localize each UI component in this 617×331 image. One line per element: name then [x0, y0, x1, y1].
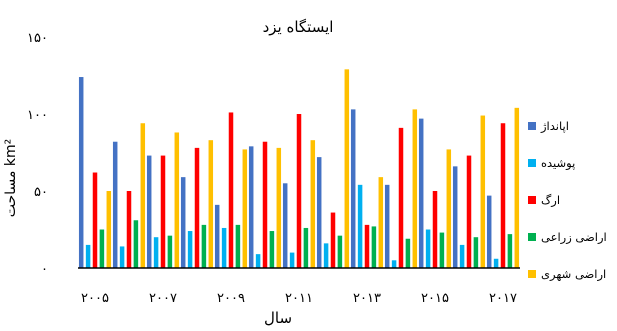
bar: [112, 141, 118, 268]
bar: [187, 231, 193, 268]
y-tick-label: ۱۵۰: [27, 31, 48, 46]
bar: [466, 155, 472, 268]
bar: [153, 237, 159, 268]
bar: [269, 231, 275, 268]
bars: [78, 69, 520, 269]
bar: [350, 109, 356, 268]
x-tick-label: ۲۰۰۷: [149, 291, 177, 306]
bar: [398, 127, 404, 268]
y-tick-label: ۰: [41, 262, 48, 277]
bar: [276, 147, 282, 268]
bar: [439, 232, 445, 268]
bar: [425, 229, 431, 268]
legend: اپانداژ پوشیده ارگ اراضی زراعی اراضی شهر…: [525, 117, 615, 302]
bar: [316, 157, 322, 268]
legend-item: اراضی شهری: [525, 265, 615, 283]
bar: [201, 224, 207, 268]
bar: [337, 235, 343, 268]
x-tick-label: ۲۰۰۹: [217, 291, 245, 306]
legend-item: اراضی زراعی: [525, 228, 615, 246]
bar: [500, 123, 506, 269]
bar: [133, 220, 139, 268]
bar: [167, 235, 173, 268]
bar: [289, 252, 295, 268]
legend-swatch: [528, 159, 536, 167]
bar: [344, 69, 350, 268]
bar: [160, 155, 166, 268]
bar: [378, 177, 384, 268]
bar: [255, 254, 261, 268]
bar: [208, 140, 214, 268]
bar: [140, 123, 146, 269]
y-axis-ticks: ۰ ۵۰ ۱۰۰ ۱۵۰: [27, 31, 48, 277]
bar: [214, 204, 220, 268]
bar: [146, 155, 152, 268]
bar: [493, 258, 499, 268]
bar: [418, 118, 424, 269]
bar: [486, 195, 492, 268]
y-axis-title: مساحت km²: [3, 139, 19, 217]
bar: [174, 132, 180, 268]
legend-swatch: [528, 270, 536, 278]
legend-label: اراضی زراعی: [541, 230, 607, 244]
bar: [473, 237, 479, 268]
bar: [194, 147, 200, 268]
legend-swatch: [528, 233, 536, 241]
bar: [242, 149, 248, 268]
bar: [371, 226, 377, 268]
y-tick-label: ۱۰۰: [27, 108, 48, 123]
bar: [452, 166, 458, 268]
bar: [119, 246, 125, 268]
bar: [85, 244, 91, 268]
bar: [364, 224, 370, 268]
bar: [480, 115, 486, 268]
legend-swatch: [528, 122, 536, 130]
bar: [310, 140, 316, 268]
bar: [412, 109, 418, 268]
legend-item: ارگ: [525, 191, 615, 209]
x-axis-title: سال: [264, 309, 292, 327]
bar: [296, 114, 302, 268]
bar: [262, 141, 268, 268]
x-tick-label: ۲۰۱۷: [489, 291, 517, 306]
legend-label: اراضی شهری: [541, 267, 607, 281]
bar: [92, 172, 98, 268]
bar: [221, 227, 227, 268]
legend-item: پوشیده: [525, 154, 615, 172]
bar: [248, 146, 254, 268]
x-tick-label: ۲۰۰۵: [81, 291, 109, 306]
y-tick-label: ۵۰: [34, 185, 48, 200]
bar: [514, 107, 520, 268]
bar: [78, 77, 84, 268]
legend-label: پوشیده: [541, 156, 576, 170]
bar: [459, 244, 465, 268]
bar: [391, 260, 397, 268]
bar: [330, 212, 336, 268]
x-tick-label: ۲۰۱۳: [353, 291, 381, 306]
bar: [228, 112, 234, 269]
bar: [235, 224, 241, 268]
chart-title: ایستگاه یزد: [263, 18, 334, 36]
bar: [180, 177, 186, 268]
x-tick-label: ۲۰۱۱: [285, 291, 313, 306]
bar: [432, 191, 438, 268]
bar: [126, 191, 132, 268]
legend-label: ارگ: [541, 193, 561, 207]
legend-item: اپانداژ: [525, 117, 615, 135]
bar: [99, 229, 105, 268]
bar: [507, 234, 513, 268]
bar: [405, 238, 411, 268]
bar: [282, 183, 288, 268]
x-axis-ticks: ۲۰۰۵ ۲۰۰۷ ۲۰۰۹ ۲۰۱۱ ۲۰۱۳ ۲۰۱۵ ۲۰۱۷: [81, 291, 517, 306]
bar: [384, 184, 390, 268]
bar: [323, 243, 329, 268]
bar: [357, 184, 363, 268]
x-tick-label: ۲۰۱۵: [421, 291, 449, 306]
bar: [446, 149, 452, 268]
legend-label: اپانداژ: [541, 119, 569, 133]
bar: [106, 191, 112, 268]
bar: [303, 227, 309, 268]
legend-swatch: [528, 196, 536, 204]
